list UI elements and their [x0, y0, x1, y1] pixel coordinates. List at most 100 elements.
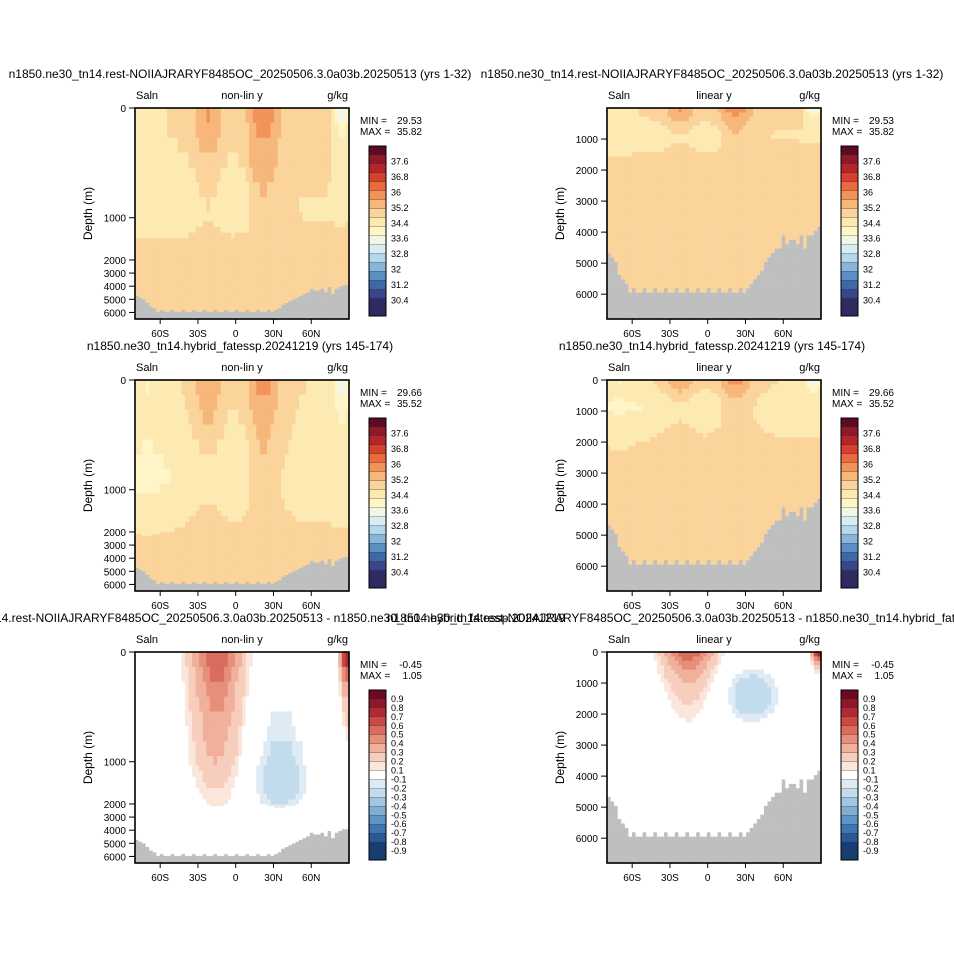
field-cell: [714, 191, 719, 197]
field-cell: [607, 253, 612, 259]
field-cell: [184, 311, 190, 315]
field-cell: [209, 288, 215, 292]
field-cell: [181, 295, 186, 299]
field-cell: [621, 222, 626, 228]
field-cell: [142, 302, 147, 306]
field-cell: [334, 197, 339, 213]
field-cell: [256, 302, 261, 306]
field-cell: [324, 302, 329, 306]
field-cell: [746, 121, 751, 127]
colorbar-swatch: [368, 280, 387, 290]
field-cell: [621, 226, 626, 232]
field-cell: [213, 152, 218, 169]
field-cell: [142, 281, 147, 285]
field-cell: [295, 281, 300, 285]
field-cell: [331, 244, 336, 251]
field-cell: [635, 270, 640, 276]
field-cell: [710, 279, 715, 285]
field-cell: [674, 283, 679, 289]
field-cell: [181, 294, 186, 297]
field-cell: [195, 288, 200, 292]
field-cell: [138, 279, 143, 283]
field-cell: [227, 306, 232, 309]
field-cell: [227, 279, 232, 283]
field-cell: [238, 299, 243, 302]
field-cell: [689, 279, 694, 285]
field-cell: [263, 263, 268, 267]
field-cell: [156, 108, 161, 124]
field-cell: [266, 295, 272, 299]
field-cell: [660, 305, 665, 311]
field-cell: [334, 294, 339, 297]
field-cell: [653, 217, 658, 223]
field-cell: [664, 151, 669, 157]
field-cell: [320, 295, 325, 299]
field-cell: [742, 266, 747, 272]
field-cell: [731, 125, 736, 131]
field-cell: [617, 305, 622, 311]
field-cell: [753, 204, 758, 210]
field-cell: [231, 226, 236, 234]
field-cell: [217, 311, 222, 315]
field-cell: [299, 288, 304, 292]
field-cell: [192, 255, 197, 261]
field-cell: [202, 288, 207, 292]
field-cell: [631, 169, 637, 175]
field-cell: [277, 297, 282, 301]
field-cell: [749, 283, 754, 289]
field-cell: [628, 147, 633, 153]
field-cell: [345, 137, 350, 154]
field-cell: [159, 311, 165, 315]
field-cell: [338, 221, 343, 228]
field-cell: [320, 269, 325, 272]
field-cell: [345, 267, 350, 270]
field-cell: [628, 235, 633, 241]
field-cell: [181, 108, 186, 124]
field-cell: [714, 239, 719, 245]
field-cell: [145, 304, 150, 308]
field-cell: [270, 301, 275, 304]
field-cell: [681, 156, 687, 162]
field-cell: [242, 122, 247, 139]
field-cell: [266, 288, 272, 292]
field-cell: [302, 283, 307, 286]
field-cell: [324, 311, 329, 315]
field-cell: [242, 281, 247, 285]
field-cell: [338, 308, 343, 311]
field-cell: [220, 306, 225, 309]
field-contours: [135, 108, 350, 320]
field-cell: [703, 187, 708, 193]
field-cell: [266, 311, 272, 315]
field-cell: [610, 191, 615, 197]
field-cell: [174, 262, 179, 265]
field-cell: [696, 305, 701, 311]
field-cell: [746, 125, 751, 131]
field-cell: [614, 257, 619, 263]
field-cell: [631, 231, 637, 237]
field-cell: [614, 239, 619, 245]
field-cell: [628, 204, 633, 210]
field-cell: [628, 195, 633, 201]
field-cell: [728, 209, 733, 215]
field-cell: [735, 297, 740, 303]
field-cell: [156, 226, 161, 234]
field-cell: [617, 283, 622, 289]
field-cell: [742, 138, 747, 144]
field-cell: [324, 310, 329, 313]
field-cell: [703, 266, 708, 272]
field-cell: [220, 221, 225, 228]
field-cell: [635, 129, 640, 135]
field-cell: [320, 152, 325, 169]
field-cell: [195, 292, 200, 295]
field-cell: [156, 212, 161, 222]
field-cell: [639, 297, 644, 303]
field-cell: [681, 195, 687, 201]
field-cell: [681, 209, 687, 215]
field-cell: [689, 297, 694, 303]
field-cell: [624, 231, 629, 237]
field-cell: [274, 294, 279, 297]
field-cell: [281, 290, 286, 293]
field-cell: [678, 222, 683, 228]
field-cell: [334, 122, 339, 139]
field-cell: [742, 129, 747, 135]
